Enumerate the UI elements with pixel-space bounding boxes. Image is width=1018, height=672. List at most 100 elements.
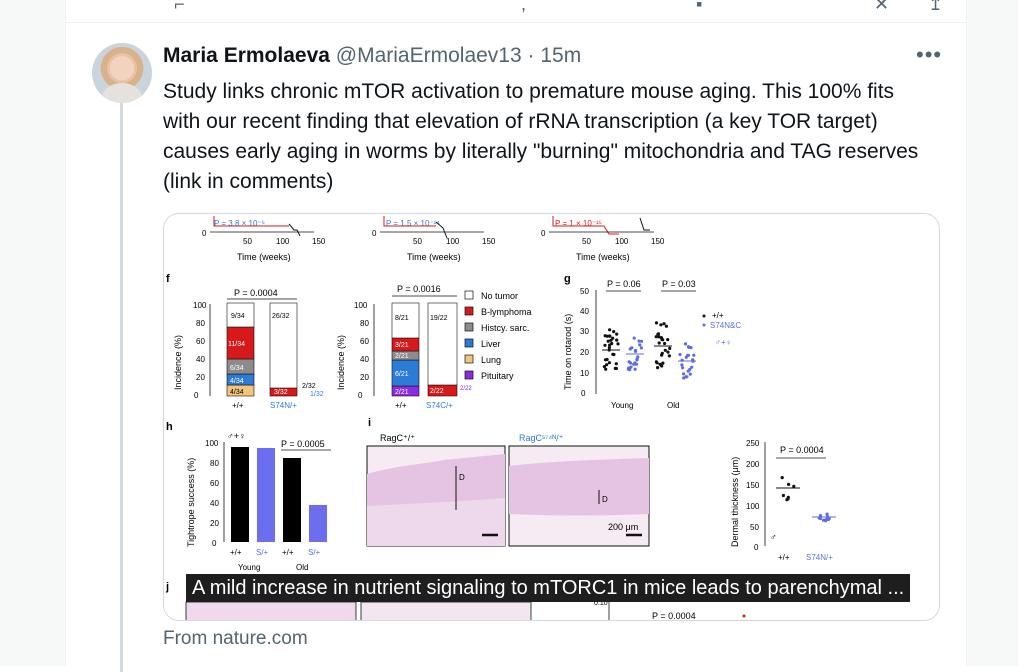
svg-text:P = 0.0016: P = 0.0016 — [397, 284, 441, 294]
rotarod-point — [604, 367, 608, 371]
post-timestamp[interactable]: 15m — [540, 44, 582, 67]
rotarod-point — [682, 372, 686, 376]
dermal-point — [786, 497, 790, 501]
svg-text:100: 100 — [354, 301, 368, 310]
rotarod-point — [678, 352, 682, 357]
dermal-point — [787, 482, 791, 486]
rotarod-point — [605, 357, 609, 362]
svg-text:40: 40 — [580, 307, 589, 316]
share-icon[interactable]: ↥ — [928, 0, 944, 14]
svg-text:6/34: 6/34 — [230, 365, 244, 372]
rotarod-point — [666, 338, 670, 342]
svg-text:80: 80 — [196, 319, 205, 328]
svg-text:2/21: 2/21 — [395, 353, 409, 360]
survival-strip-3: 0 P = 1 × 10⁻¹⁵ 50 100 150 Time (weeks) — [541, 216, 665, 262]
rotarod-point — [661, 361, 665, 365]
rotarod-point — [663, 341, 667, 346]
svg-text:40: 40 — [360, 355, 369, 364]
rotarod-point — [603, 343, 607, 347]
survival-strip-2: 0 P = 1.5 × 10⁻¹⁴ 50 100 150 Time (weeks… — [372, 216, 496, 262]
rotarod-point — [633, 361, 637, 365]
author-avatar[interactable] — [92, 43, 152, 103]
panel-g-letter: g — [564, 273, 571, 285]
author-name[interactable]: Maria Ermolaeva — [163, 44, 330, 67]
rotarod-point — [632, 336, 636, 340]
svg-text:4/34: 4/34 — [230, 389, 244, 396]
svg-text:P = 0.0004: P = 0.0004 — [234, 288, 278, 298]
rotarod-point — [663, 348, 667, 352]
bookmark-icon[interactable]: ✕ — [874, 0, 890, 14]
retweet-icon[interactable]: , — [521, 0, 527, 14]
rotarod-point — [660, 351, 664, 355]
svg-text:S74N/+: S74N/+ — [270, 401, 297, 410]
panel-f-left-chart: Incidence (%) 0 20 40 60 80 100 P = 0.00… — [173, 288, 324, 410]
svg-text:0: 0 — [202, 229, 207, 238]
svg-text:♂: ♂ — [770, 532, 777, 542]
reply-icon[interactable]: ⌐ — [174, 0, 185, 14]
svg-text:S74N&C: S74N&C — [710, 321, 741, 330]
rotarod-point — [654, 335, 658, 339]
svg-text:0: 0 — [194, 391, 199, 400]
svg-text:Old: Old — [296, 563, 308, 572]
rotarod-point — [626, 367, 630, 371]
post-text: Study links chronic mTOR activation to p… — [163, 80, 919, 193]
rotarod-point — [659, 323, 663, 327]
analytics-icon[interactable]: ▪ — [696, 0, 703, 14]
rotarod-point — [635, 357, 639, 361]
svg-text:100: 100 — [205, 439, 219, 448]
svg-text:P = 1 × 10⁻¹⁵: P = 1 × 10⁻¹⁵ — [555, 219, 602, 228]
link-preview-card[interactable]: 0 P = 3.8 × 10⁻⁶ 50 100 150 Time (weeks)… — [163, 213, 940, 621]
rotarod-point — [615, 338, 619, 342]
rotarod-point — [662, 322, 666, 326]
svg-text:50: 50 — [580, 287, 589, 296]
rotarod-point — [660, 364, 664, 368]
svg-text:Incidence (%): Incidence (%) — [336, 335, 346, 390]
rotarod-point — [686, 353, 690, 357]
link-source-domain[interactable]: From nature.com — [163, 628, 308, 649]
author-handle[interactable]: @MariaErmolaev13 — [335, 44, 522, 67]
rotarod-point — [688, 367, 692, 371]
tightrope-bar — [283, 458, 301, 542]
svg-text:P = 3.8 × 10⁻⁶: P = 3.8 × 10⁻⁶ — [214, 219, 265, 228]
svg-text:Time on rotarod (s): Time on rotarod (s) — [563, 314, 573, 390]
rotarod-point — [667, 354, 671, 358]
dermal-point — [781, 493, 786, 498]
svg-text:100: 100 — [193, 301, 207, 310]
rotarod-point — [666, 350, 670, 354]
rotarod-point — [602, 365, 606, 369]
header-separator: · — [527, 44, 535, 67]
rotarod-point — [638, 343, 642, 347]
rotarod-point — [661, 338, 665, 342]
rotarod-point — [608, 334, 612, 338]
svg-text:P = 0.0004: P = 0.0004 — [780, 445, 824, 455]
panel-f-legend: No tumor B-lymphoma Histcy. sarc. Liver … — [464, 290, 532, 381]
svg-text:9/34: 9/34 — [231, 313, 245, 320]
svg-text:Tightrope success (%): Tightrope success (%) — [186, 458, 196, 547]
rotarod-point — [633, 349, 638, 353]
rotarod-point — [609, 338, 613, 342]
rotarod-point — [612, 330, 616, 334]
rotarod-point — [605, 363, 609, 367]
link-card-title[interactable]: A mild increase in nutrient signaling to… — [186, 574, 911, 602]
svg-text:0: 0 — [581, 389, 586, 398]
dermal-point — [825, 512, 829, 516]
dermal-point — [818, 514, 823, 518]
more-options-icon[interactable]: ••• — [916, 42, 943, 67]
rotarod-point — [628, 347, 632, 351]
svg-text:11/34: 11/34 — [228, 341, 245, 348]
rotarod-point — [655, 361, 659, 365]
svg-text:Dermal thickness (μm): Dermal thickness (μm) — [730, 457, 740, 547]
rotarod-point — [654, 321, 659, 325]
svg-text:0: 0 — [212, 539, 217, 548]
rotarod-point — [606, 339, 610, 343]
svg-text:P = 0.0005: P = 0.0005 — [281, 439, 325, 449]
svg-text:150: 150 — [312, 237, 326, 246]
tightrope-bar — [231, 447, 249, 542]
rotarod-point — [680, 363, 684, 367]
svg-text:No tumor: No tumor — [481, 291, 518, 301]
svg-text:40: 40 — [210, 499, 219, 508]
svg-text:0: 0 — [541, 229, 546, 238]
svg-text:Time (weeks): Time (weeks) — [576, 252, 630, 262]
svg-text:200: 200 — [746, 460, 760, 469]
rotarod-point — [682, 376, 686, 380]
